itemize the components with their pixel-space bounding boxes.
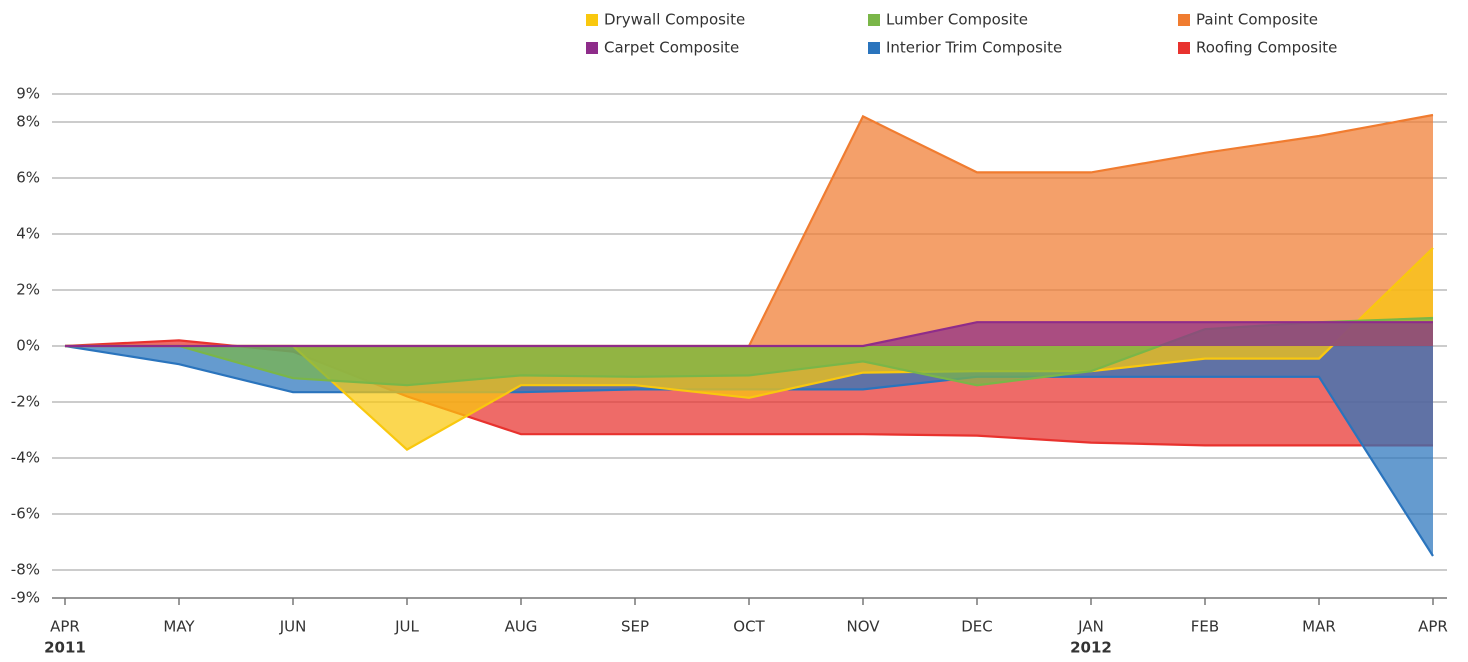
y-tick-label: 8%: [16, 113, 40, 131]
y-tick-label: -2%: [11, 393, 40, 411]
legend-label: Lumber Composite: [886, 11, 1028, 29]
line: [65, 321, 1433, 348]
y-tick-label: 0%: [16, 337, 40, 355]
legend-swatch: [586, 14, 598, 26]
legend-swatch: [1178, 14, 1190, 26]
area: [65, 318, 1433, 386]
y-tick-label: 2%: [16, 281, 40, 299]
x-tick-label: MAY: [163, 618, 195, 636]
year-label: 2012: [1070, 639, 1112, 657]
year-label: 2011: [44, 639, 86, 657]
legend-label: Interior Trim Composite: [886, 39, 1062, 57]
legend-label: Drywall Composite: [604, 11, 745, 29]
y-tick-label: -4%: [11, 449, 40, 467]
area: [65, 322, 1433, 346]
y-tick-label: -9%: [11, 589, 40, 607]
legend-swatch: [868, 14, 880, 26]
y-tick-label: 9%: [16, 85, 40, 103]
x-tick-label: JAN: [1077, 618, 1104, 636]
legend-label: Roofing Composite: [1196, 39, 1337, 57]
x-tick-label: JUL: [394, 618, 419, 636]
x-tick-label: SEP: [621, 618, 649, 636]
y-tick-label: 6%: [16, 169, 40, 187]
x-tick-label: FEB: [1191, 618, 1219, 636]
legend-swatch: [586, 42, 598, 54]
legend-swatch: [1178, 42, 1190, 54]
y-tick-label: 4%: [16, 225, 40, 243]
y-tick-label: -8%: [11, 561, 40, 579]
x-tick-label: DEC: [961, 618, 993, 636]
x-tick-label: MAR: [1302, 618, 1336, 636]
legend-label: Paint Composite: [1196, 11, 1318, 29]
x-tick-label: APR: [50, 618, 80, 636]
x-tick-label: OCT: [733, 618, 765, 636]
legend-swatch: [868, 42, 880, 54]
y-tick-label: -6%: [11, 505, 40, 523]
legend-label: Carpet Composite: [604, 39, 739, 57]
x-tick-label: NOV: [846, 618, 880, 636]
x-tick-label: APR: [1418, 618, 1448, 636]
x-tick-label: JUN: [279, 618, 307, 636]
x-tick-label: AUG: [505, 618, 538, 636]
